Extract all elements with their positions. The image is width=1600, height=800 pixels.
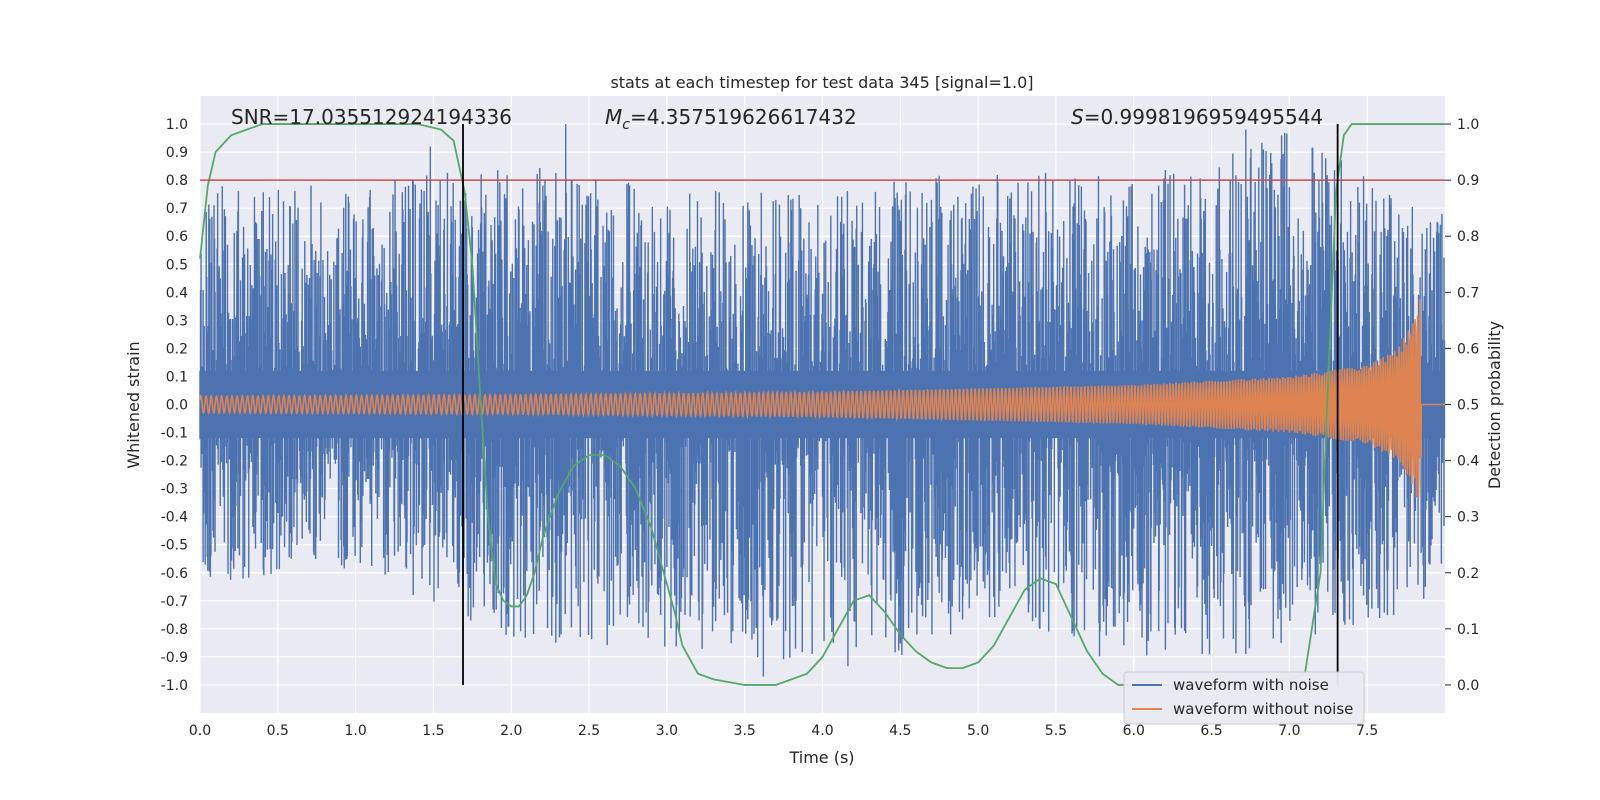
y-tick-label: 0.4: [166, 285, 188, 301]
y-tick-label: -0.7: [161, 594, 188, 610]
y-tick-label: 0.8: [166, 173, 188, 189]
x-tick-label: 1.0: [344, 723, 366, 739]
y2-axis-label: Detection probability: [1485, 321, 1504, 489]
y-tick-label: 0.5: [166, 257, 188, 273]
annotation-chirp-mass: Mc=4.357519626617432: [605, 105, 857, 133]
x-tick-label: 7.0: [1278, 723, 1300, 739]
y2-tick-label: 0.8: [1457, 229, 1479, 245]
x-tick-label: 5.5: [1045, 723, 1067, 739]
y-tick-label: -0.3: [161, 482, 188, 498]
x-tick-label: 1.5: [422, 723, 444, 739]
x-tick-label: 4.0: [811, 723, 833, 739]
y-tick-label: 0.6: [166, 229, 188, 245]
y2-tick-label: 0.5: [1457, 398, 1479, 414]
annotation-snr: SNR=17.035512924194336: [231, 105, 512, 129]
y-tick-label: -0.9: [161, 650, 188, 666]
x-tick-label: 4.5: [889, 723, 911, 739]
y-tick-label: 0.3: [166, 313, 188, 329]
y-tick-label: 0.0: [166, 398, 188, 414]
y-tick-label: 0.2: [166, 341, 188, 357]
y-tick-label: -0.6: [161, 566, 188, 582]
series-waveform-without-noise: [199, 299, 1445, 498]
mc-symbol: M: [605, 105, 622, 129]
x-tick-label: 6.5: [1200, 723, 1222, 739]
y2-tick-label: 0.1: [1457, 622, 1479, 638]
y-axis-label: Whitened strain: [124, 341, 143, 468]
legend: waveform with noise waveform without noi…: [1123, 671, 1365, 725]
y-tick-label: 0.1: [166, 369, 188, 385]
y-tick-label: -1.0: [161, 678, 188, 694]
y-tick-label: -0.1: [161, 426, 188, 442]
mc-subscript: c: [622, 117, 630, 133]
x-axis-label: Time (s): [788, 748, 854, 767]
markers: [200, 124, 1445, 685]
x-axis-ticks: 0.0 0.5 1.0 1.5 2.0 2.5 3.0 3.5 4.0 4.5 5.0 5.5 6.0 6…: [189, 723, 1378, 739]
y2-tick-label: 0.2: [1457, 566, 1479, 582]
s-value: =0.9998196959495544: [1084, 105, 1323, 129]
y-tick-label: -0.5: [161, 538, 188, 554]
y2-tick-label: 0.4: [1457, 454, 1479, 470]
x-tick-label: 3.0: [656, 723, 678, 739]
y-tick-label: -0.4: [161, 510, 188, 526]
x-tick-label: 6.0: [1123, 723, 1145, 739]
chart-title: stats at each timestep for test data 345…: [610, 73, 1033, 92]
y-tick-label: -0.8: [161, 622, 188, 638]
x-tick-label: 2.5: [578, 723, 600, 739]
legend-label-clean: waveform without noise: [1173, 700, 1353, 718]
y-tick-label: 1.0: [166, 117, 188, 133]
s-symbol: S: [1071, 105, 1084, 129]
y2-tick-label: 0.3: [1457, 510, 1479, 526]
x-tick-label: 0.5: [267, 723, 289, 739]
y-tick-label: 0.9: [166, 145, 188, 161]
clean-waveform-line: [199, 299, 1445, 498]
x-tick-label: 7.5: [1356, 723, 1378, 739]
x-tick-label: 2.0: [500, 723, 522, 739]
y-axis-ticks: 1.0 0.9 0.8 0.7 0.6 0.5 0.4 0.3 0.2 0.1 0.0 -0.1 -0.…: [161, 117, 188, 694]
y2-tick-label: 0.9: [1457, 173, 1479, 189]
y2-tick-label: 0.6: [1457, 341, 1479, 357]
y2-tick-label: 0.0: [1457, 678, 1479, 694]
legend-label-noise: waveform with noise: [1173, 676, 1329, 694]
y2-tick-label: 1.0: [1457, 117, 1479, 133]
y2-axis-ticks: 1.0 0.9 0.8 0.7 0.6 0.5 0.4 0.3 0.2 0.1 0.0: [1445, 117, 1479, 694]
legend-box: [1123, 671, 1365, 725]
y2-tick-label: 0.7: [1457, 285, 1479, 301]
y-tick-label: -0.2: [161, 454, 188, 470]
x-tick-label: 5.0: [967, 723, 989, 739]
mc-value: =4.357519626617432: [630, 105, 857, 129]
y-tick-label: 0.7: [166, 201, 188, 217]
x-tick-label: 3.5: [734, 723, 756, 739]
annotation-s: S=0.9998196959495544: [1071, 105, 1323, 129]
x-tick-label: 0.0: [189, 723, 211, 739]
